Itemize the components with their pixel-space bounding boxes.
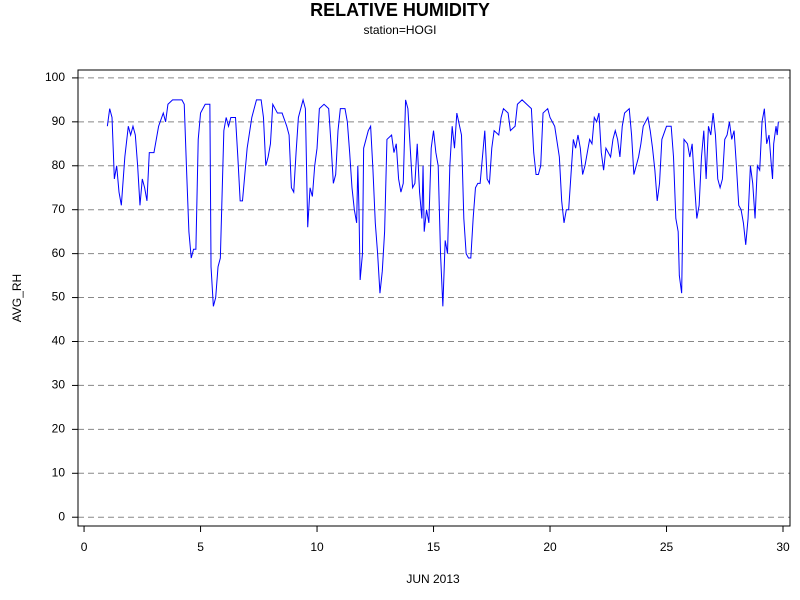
y-tick-label: 20 [52, 422, 66, 436]
y-tick-label: 10 [52, 465, 66, 479]
y-axis-label: AVG_RH [10, 274, 24, 322]
x-tick-label: 10 [310, 540, 324, 554]
chart-subtitle: station=HOGI [363, 23, 436, 37]
y-tick-label: 80 [52, 158, 66, 172]
y-tick-label: 40 [52, 334, 66, 348]
data-line [106, 97, 779, 307]
y-tick-label: 70 [52, 202, 66, 216]
x-axis-label: JUN 2013 [406, 572, 460, 586]
y-tick-label: 60 [52, 246, 66, 260]
x-tick-label: 5 [197, 540, 204, 554]
chart-title: RELATIVE HUMIDITY [310, 0, 490, 20]
x-tick-label: 25 [660, 540, 674, 554]
x-tick-label: 0 [81, 540, 88, 554]
y-tick-label: 100 [45, 70, 65, 84]
x-tick-label: 30 [776, 540, 790, 554]
plot-frame [77, 69, 791, 527]
x-tick-label: 20 [543, 540, 557, 554]
x-tick-label: 15 [427, 540, 441, 554]
y-tick-label: 0 [58, 509, 65, 523]
y-tick-label: 90 [52, 114, 66, 128]
y-tick-label: 50 [52, 290, 66, 304]
y-tick-label: 30 [52, 378, 66, 392]
